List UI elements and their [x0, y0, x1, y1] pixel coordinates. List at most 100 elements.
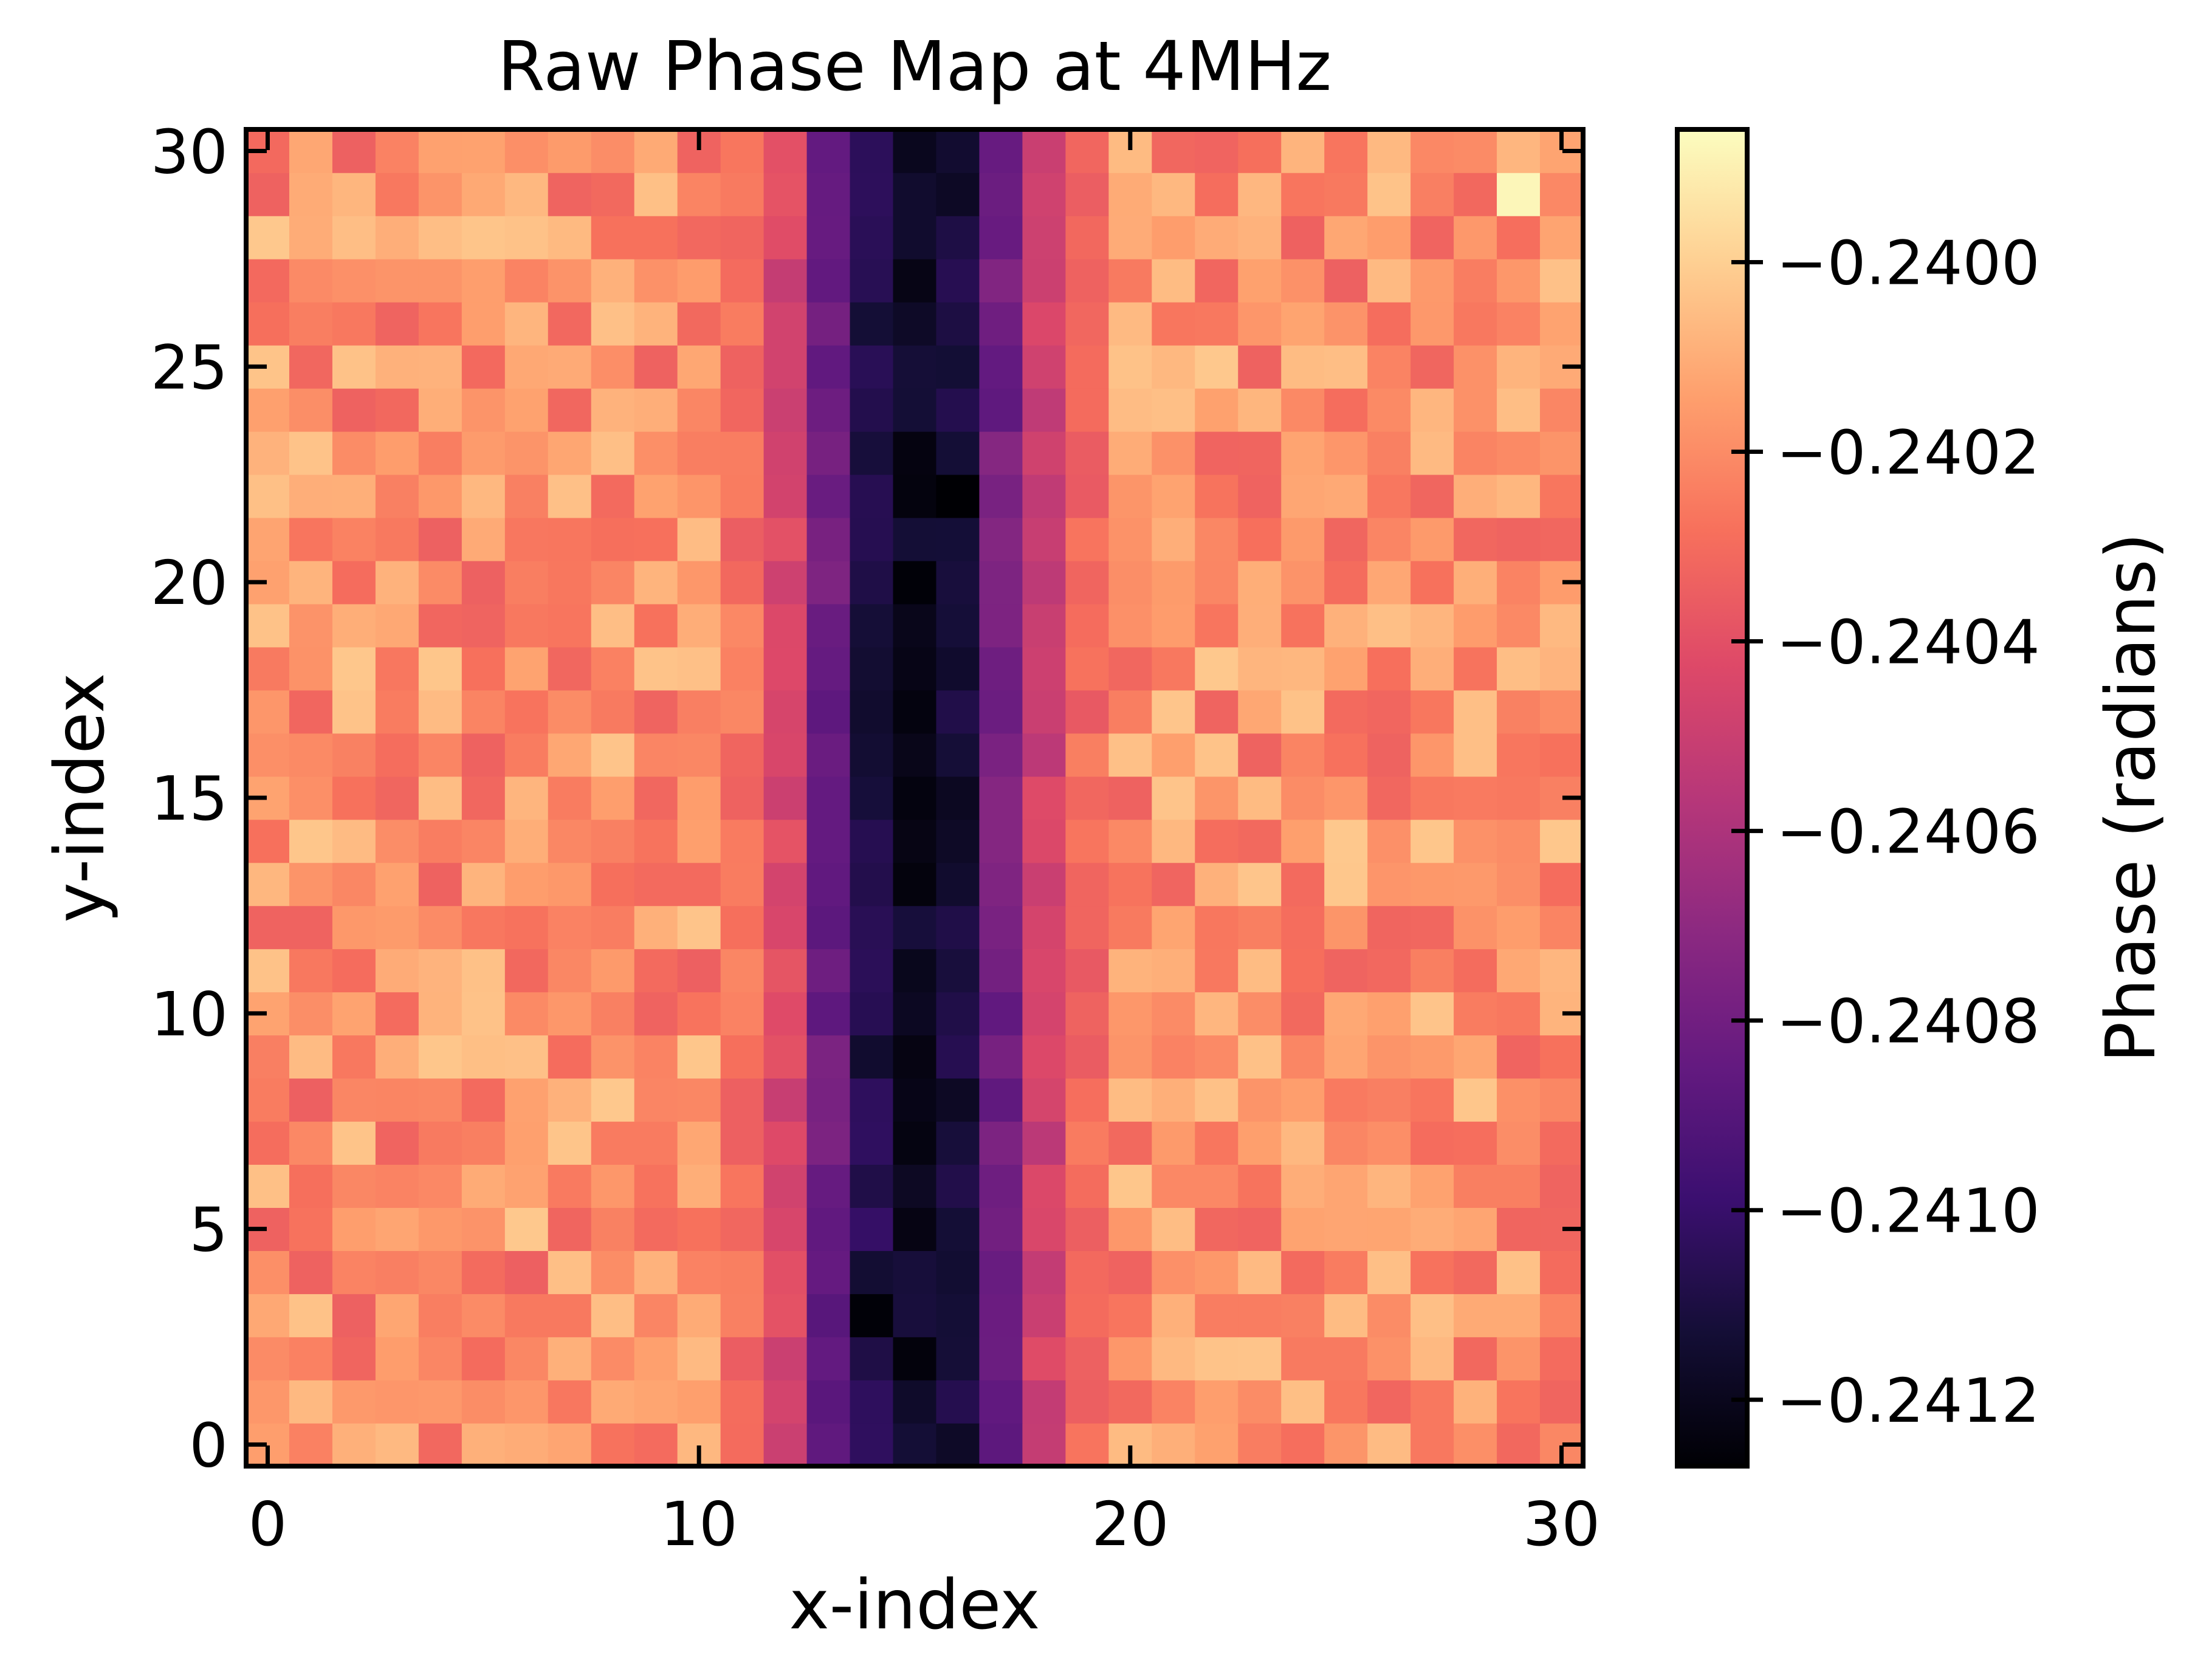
heatmap-cell: [332, 1423, 376, 1467]
heatmap-cell: [1367, 733, 1411, 777]
heatmap-cell: [893, 388, 937, 432]
heatmap-cell: [332, 301, 376, 346]
heatmap-cell: [1195, 258, 1239, 303]
heatmap-cell: [1065, 172, 1110, 216]
heatmap-cell: [763, 1207, 808, 1251]
heatmap-cell: [1454, 258, 1497, 303]
heatmap-cell: [461, 603, 506, 648]
heatmap-cell: [1410, 431, 1454, 475]
heatmap-cell: [979, 431, 1023, 475]
heatmap-cell: [677, 1250, 721, 1294]
heatmap-cell: [591, 1337, 635, 1380]
heatmap-cell: [1108, 776, 1153, 820]
heatmap-cell: [850, 948, 894, 993]
heatmap-cell: [893, 776, 937, 820]
heatmap-cell: [1454, 172, 1497, 216]
heatmap-cell: [1065, 776, 1110, 820]
heatmap-cell: [332, 1078, 376, 1122]
heatmap-cell: [1540, 1078, 1584, 1122]
heatmap-cell: [850, 776, 894, 820]
heatmap-cell: [461, 992, 506, 1036]
heatmap-cell: [548, 517, 592, 561]
heatmap-cell: [1238, 560, 1282, 605]
heatmap-cell: [1195, 474, 1239, 518]
heatmap-cell: [1152, 129, 1196, 173]
heatmap-cell: [1367, 1380, 1411, 1424]
heatmap-cell: [634, 690, 678, 734]
heatmap-cell: [289, 992, 333, 1036]
heatmap-cell: [418, 1207, 462, 1251]
heatmap-cell: [548, 172, 592, 216]
heatmap-cell: [1108, 215, 1153, 259]
heatmap-cell: [1497, 1294, 1541, 1337]
heatmap-cell: [1324, 215, 1368, 259]
heatmap-cell: [1108, 560, 1153, 605]
heatmap-cell: [461, 905, 506, 950]
heatmap-cell: [893, 733, 937, 777]
heatmap-cell: [936, 905, 980, 950]
heatmap-cell: [1497, 1250, 1541, 1294]
heatmap-cell: [246, 862, 290, 907]
heatmap-cell: [806, 992, 851, 1036]
heatmap-cell: [1065, 1164, 1110, 1208]
heatmap-cell: [289, 1423, 333, 1467]
colorbar-gradient: [1677, 129, 1747, 1466]
heatmap-cell: [893, 1250, 937, 1294]
heatmap-cell: [850, 431, 894, 475]
heatmap-cell: [1367, 1337, 1411, 1380]
heatmap-cell: [246, 948, 290, 993]
heatmap-cell: [548, 129, 592, 173]
heatmap-cell: [504, 1294, 549, 1337]
heatmap-cell: [720, 1423, 764, 1467]
heatmap-cell: [375, 258, 419, 303]
heatmap-cell: [1454, 1121, 1497, 1165]
heatmap-cell: [1108, 1207, 1153, 1251]
heatmap-cell: [1238, 474, 1282, 518]
heatmap-cell: [1410, 1380, 1454, 1424]
heatmap-cell: [504, 992, 549, 1036]
heatmap-cell: [1454, 1250, 1497, 1294]
heatmap-cell: [1497, 1207, 1541, 1251]
heatmap-cell: [1022, 733, 1067, 777]
heatmap-cell: [1022, 1078, 1067, 1122]
x-tick-label: 20: [1091, 1489, 1169, 1560]
heatmap-cell: [720, 345, 764, 389]
heatmap-cell: [893, 258, 937, 303]
heatmap-cell: [1152, 690, 1196, 734]
heatmap-cell: [806, 172, 851, 216]
heatmap-cell: [1022, 905, 1067, 950]
heatmap-cell: [763, 948, 808, 993]
heatmap-cell: [893, 1294, 937, 1337]
heatmap-cell: [1367, 819, 1411, 863]
heatmap-cell: [677, 776, 721, 820]
heatmap-cell: [893, 1164, 937, 1208]
heatmap-cell: [289, 819, 333, 863]
heatmap-cell: [246, 1121, 290, 1165]
heatmap-cell: [634, 862, 678, 907]
heatmap-cell: [1281, 862, 1325, 907]
heatmap-cell: [979, 948, 1023, 993]
heatmap-cell: [720, 215, 764, 259]
heatmap-cell: [1238, 646, 1282, 691]
heatmap-cell: [591, 992, 635, 1036]
heatmap-cell: [1367, 1078, 1411, 1122]
heatmap-cell: [850, 1121, 894, 1165]
heatmap-cell: [763, 646, 808, 691]
heatmap-cell: [1410, 948, 1454, 993]
heatmap-cell: [418, 1121, 462, 1165]
heatmap-cell: [936, 474, 980, 518]
heatmap-cell: [1540, 948, 1584, 993]
heatmap-cell: [375, 172, 419, 216]
heatmap-cell: [936, 1164, 980, 1208]
heatmap-cell: [1022, 992, 1067, 1036]
heatmap-cell: [979, 1207, 1023, 1251]
heatmap-cell: [1238, 1207, 1282, 1251]
heatmap-cell: [1540, 388, 1584, 432]
heatmap-cell: [246, 215, 290, 259]
heatmap-cell: [332, 388, 376, 432]
heatmap-cell: [1324, 776, 1368, 820]
heatmap-cell: [634, 345, 678, 389]
heatmap-cell: [634, 992, 678, 1036]
heatmap-cell: [461, 1423, 506, 1467]
